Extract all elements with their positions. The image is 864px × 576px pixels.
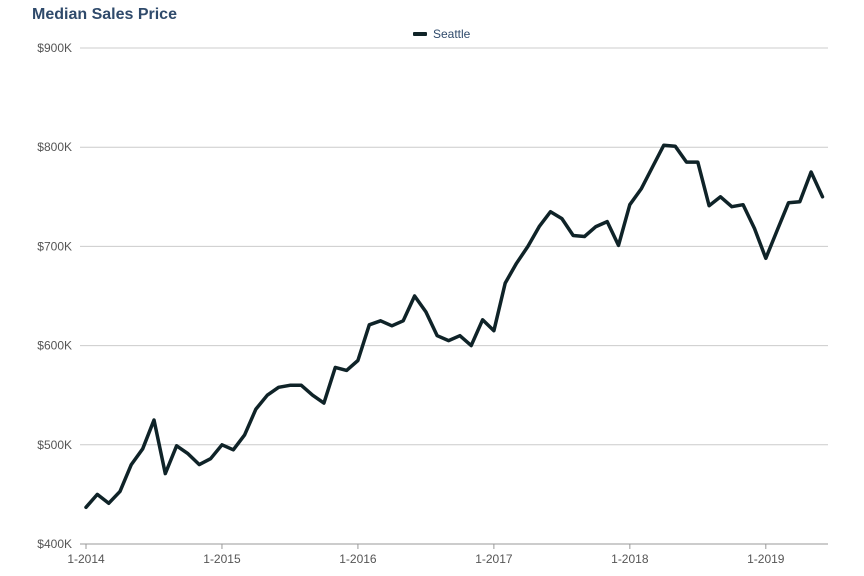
legend-swatch-seattle xyxy=(413,32,427,36)
series-line-seattle xyxy=(84,143,825,510)
series-layer xyxy=(84,143,825,510)
chart-title: Median Sales Price xyxy=(32,6,177,23)
legend-label-seattle: Seattle xyxy=(433,27,471,41)
gridlines xyxy=(80,47,828,545)
x-tick-label: 1-2018 xyxy=(611,552,649,566)
y-tick-label: $900K xyxy=(37,41,72,55)
x-tick-label: 1-2017 xyxy=(475,552,513,566)
legend: Seattle xyxy=(413,27,470,41)
y-tick-label: $600K xyxy=(37,339,72,353)
x-tick-label: 1-2019 xyxy=(747,552,785,566)
x-tick-label: 1-2016 xyxy=(339,552,377,566)
axes: $400K $500K $600K $700K $800K $900K 1-2014 1-20… xyxy=(37,41,785,566)
y-tick-label: $700K xyxy=(37,239,72,253)
y-tick-label: $800K xyxy=(37,140,72,154)
x-tick-label: 1-2014 xyxy=(67,552,105,566)
y-tick-label: $400K xyxy=(37,537,72,551)
y-tick-label: $500K xyxy=(37,438,72,452)
x-tick-label: 1-2015 xyxy=(203,552,241,566)
